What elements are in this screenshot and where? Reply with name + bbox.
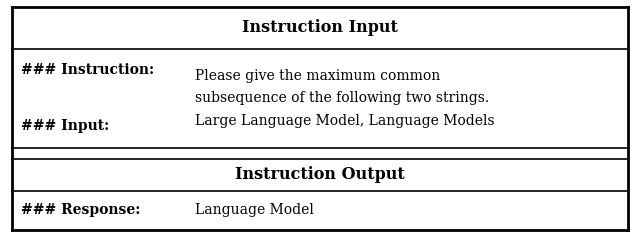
- Text: ### Response:: ### Response:: [21, 203, 141, 217]
- Text: Instruction Output: Instruction Output: [235, 166, 405, 183]
- Text: Large Language Model, Language Models: Large Language Model, Language Models: [195, 114, 495, 128]
- Text: Instruction Input: Instruction Input: [242, 19, 398, 36]
- Text: subsequence of the following two strings.: subsequence of the following two strings…: [195, 91, 490, 105]
- Text: ### Input:: ### Input:: [21, 119, 109, 133]
- Text: Please give the maximum common: Please give the maximum common: [195, 69, 440, 83]
- Text: Language Model: Language Model: [195, 203, 314, 217]
- Text: ### Instruction:: ### Instruction:: [21, 64, 154, 77]
